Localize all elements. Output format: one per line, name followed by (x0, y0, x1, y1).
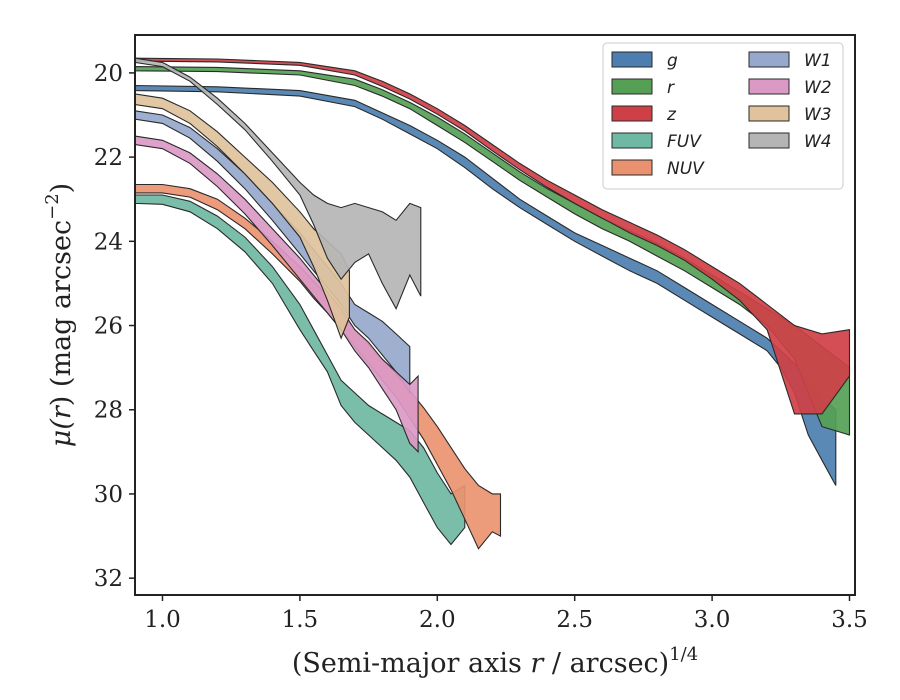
y-tick-label: 24 (94, 229, 123, 255)
x-tick-label: 1.5 (282, 607, 319, 633)
legend-swatch-w3 (748, 105, 790, 122)
x-tick-label: 3.5 (831, 607, 868, 633)
band-z (134, 57, 851, 415)
plot-frame (134, 34, 856, 596)
y-tick-label: 32 (94, 566, 123, 592)
x-tick-label: 3.0 (694, 607, 731, 633)
legend: grz FUV NUV W1 W2 W3 W4 (602, 42, 844, 190)
x-axis-label: (Semi-major axis r / arcsec)1/4 (292, 644, 698, 679)
band-g (134, 84, 837, 486)
legend-label-w3: W3 (804, 105, 832, 125)
x-tick-label: 2.0 (419, 607, 456, 633)
band-fuv (134, 194, 466, 546)
y-tick-label: 28 (94, 398, 123, 424)
legend-label-r: r (667, 78, 675, 98)
band-w3 (134, 93, 350, 340)
legend-label-fuv: FUV (667, 132, 702, 152)
legend-swatch-fuv (611, 132, 653, 149)
band-w2 (134, 135, 419, 454)
y-tick-label: 26 (94, 314, 123, 340)
legend-swatch-w4 (748, 132, 790, 149)
band-r (134, 66, 851, 436)
x-tick-label: 1.0 (144, 607, 181, 633)
profile-bands (134, 57, 851, 550)
x-axis-ticks: 1.0 1.5 2.0 2.5 3.0 3.5 (144, 595, 868, 633)
y-tick-label: 20 (94, 61, 123, 87)
y-axis-ticks: 20 22 24 26 28 30 32 (94, 61, 135, 592)
legend-label-g: g (667, 51, 678, 71)
legend-swatch-nuv (611, 159, 653, 176)
legend-swatch-w2 (748, 78, 790, 95)
legend-label-w2: W2 (804, 78, 832, 98)
legend-swatch-z (611, 105, 653, 122)
legend-label-w1: W1 (804, 51, 832, 71)
legend-swatch-r (611, 78, 653, 95)
legend-label-nuv: NUV (667, 159, 705, 179)
legend-label-w4: W4 (804, 132, 832, 152)
y-tick-label: 22 (94, 145, 123, 171)
legend-items: grz FUV NUV W1 W2 W3 W4 (611, 51, 832, 179)
band-w4 (134, 57, 422, 310)
y-axis-label: μ(r) (mag arcsec−2) (42, 183, 77, 447)
legend-label-z: z (666, 105, 677, 125)
y-tick-label: 30 (94, 482, 123, 508)
x-tick-label: 2.5 (556, 607, 593, 633)
legend-swatch-g (611, 51, 653, 68)
legend-swatch-w1 (748, 51, 790, 68)
